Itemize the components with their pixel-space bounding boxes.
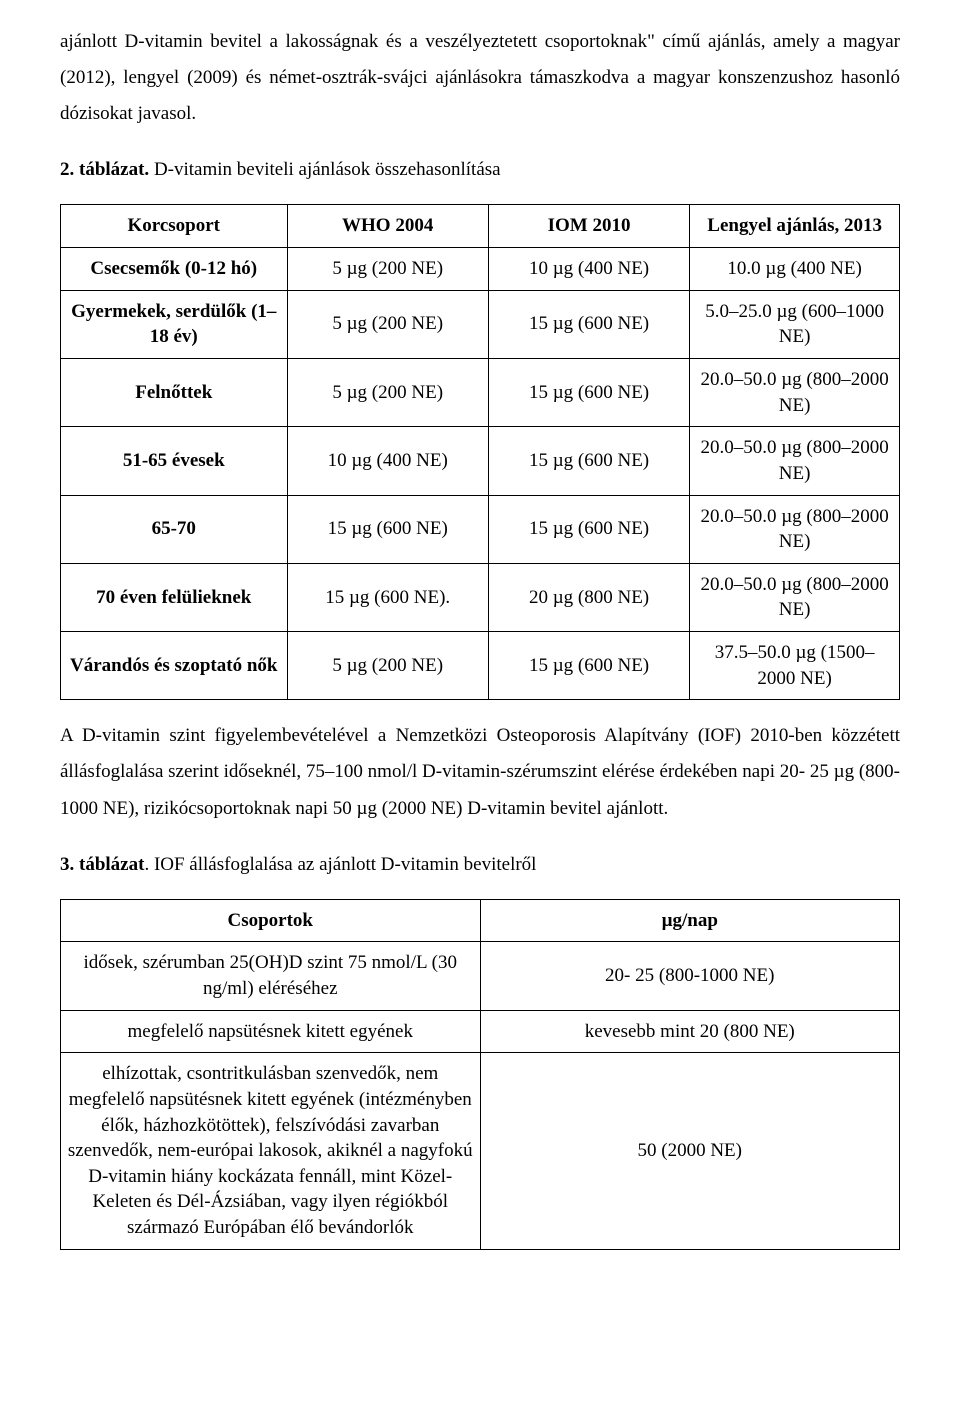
table2-cell: 20 µg (800 NE) xyxy=(488,563,689,631)
table2-cell: 15 µg (600 NE) xyxy=(488,632,689,700)
table2-cell: 10 µg (400 NE) xyxy=(488,248,689,291)
table3-cell: elhízottak, csontritkulásban szenvedők, … xyxy=(61,1053,481,1249)
table2-row: Csecsemők (0-12 hó)5 µg (200 NE)10 µg (4… xyxy=(61,248,900,291)
table2-cell: 5 µg (200 NE) xyxy=(287,290,488,358)
table2-cell: 5 µg (200 NE) xyxy=(287,632,488,700)
table2-row: Várandós és szoptató nők5 µg (200 NE)15 … xyxy=(61,632,900,700)
table2-cell: 15 µg (600 NE) xyxy=(488,427,689,495)
table2-row: Gyermekek, serdülők (1–18 év)5 µg (200 N… xyxy=(61,290,900,358)
table3-head-1: µg/nap xyxy=(480,899,900,942)
table2-cell: 20.0–50.0 µg (800–2000 NE) xyxy=(690,358,900,426)
table3-body: idősek, szérumban 25(OH)D szint 75 nmol/… xyxy=(61,942,900,1249)
table2-cell: 10 µg (400 NE) xyxy=(287,427,488,495)
table2-rowhead: Csecsemők (0-12 hó) xyxy=(61,248,288,291)
table2-cell: 5 µg (200 NE) xyxy=(287,248,488,291)
table3-cell: 50 (2000 NE) xyxy=(480,1053,900,1249)
table2-rowhead: 70 éven felülieknek xyxy=(61,563,288,631)
table2-head-0: Korcsoport xyxy=(61,205,288,248)
table-iof-position: Csoportok µg/nap idősek, szérumban 25(OH… xyxy=(60,899,900,1250)
table3-cell: idősek, szérumban 25(OH)D szint 75 nmol/… xyxy=(61,942,481,1010)
table2-body: Csecsemők (0-12 hó)5 µg (200 NE)10 µg (4… xyxy=(61,248,900,700)
table2-head-3: Lengyel ajánlás, 2013 xyxy=(690,205,900,248)
table2-cell: 15 µg (600 NE) xyxy=(287,495,488,563)
table3-head-0: Csoportok xyxy=(61,899,481,942)
table2-rowhead: Várandós és szoptató nők xyxy=(61,632,288,700)
table3-cell: kevesebb mint 20 (800 NE) xyxy=(480,1010,900,1053)
table2-caption: 2. táblázat. D-vitamin beviteli ajánláso… xyxy=(60,152,900,188)
table2-cell: 10.0 µg (400 NE) xyxy=(690,248,900,291)
table2-cell: 15 µg (600 NE). xyxy=(287,563,488,631)
table2-rowhead: 65-70 xyxy=(61,495,288,563)
table3-row: elhízottak, csontritkulásban szenvedők, … xyxy=(61,1053,900,1249)
table2-cell: 5.0–25.0 µg (600–1000 NE) xyxy=(690,290,900,358)
table2-cell: 20.0–50.0 µg (800–2000 NE) xyxy=(690,563,900,631)
table2-caption-label: 2. táblázat. xyxy=(60,159,149,180)
table2-caption-text: D-vitamin beviteli ajánlások összehasonl… xyxy=(149,159,500,180)
table3-header-row: Csoportok µg/nap xyxy=(61,899,900,942)
table3-caption-text: . IOF állásfoglalása az ajánlott D-vitam… xyxy=(144,854,536,875)
table2-head-2: IOM 2010 xyxy=(488,205,689,248)
table2-rowhead: Felnőttek xyxy=(61,358,288,426)
table2-row: 51-65 évesek10 µg (400 NE)15 µg (600 NE)… xyxy=(61,427,900,495)
table2-cell: 5 µg (200 NE) xyxy=(287,358,488,426)
table2-rowhead: 51-65 évesek xyxy=(61,427,288,495)
table2-cell: 15 µg (600 NE) xyxy=(488,495,689,563)
table2-row: 70 éven felülieknek15 µg (600 NE).20 µg … xyxy=(61,563,900,631)
paragraph-iof: A D-vitamin szint figyelembevételével a … xyxy=(60,718,900,826)
page: ajánlott D-vitamin bevitel a lakosságnak… xyxy=(0,0,960,1298)
paragraph-intro: ajánlott D-vitamin bevitel a lakosságnak… xyxy=(60,24,900,132)
table3-row: megfelelő napsütésnek kitett egyénekkeve… xyxy=(61,1010,900,1053)
table2-cell: 20.0–50.0 µg (800–2000 NE) xyxy=(690,495,900,563)
table2-cell: 15 µg (600 NE) xyxy=(488,358,689,426)
table3-cell: 20- 25 (800-1000 NE) xyxy=(480,942,900,1010)
table2-cell: 37.5–50.0 µg (1500–2000 NE) xyxy=(690,632,900,700)
table2-header-row: Korcsoport WHO 2004 IOM 2010 Lengyel ajá… xyxy=(61,205,900,248)
table2-cell: 20.0–50.0 µg (800–2000 NE) xyxy=(690,427,900,495)
table3-row: idősek, szérumban 25(OH)D szint 75 nmol/… xyxy=(61,942,900,1010)
table2-cell: 15 µg (600 NE) xyxy=(488,290,689,358)
table2-row: 65-7015 µg (600 NE)15 µg (600 NE)20.0–50… xyxy=(61,495,900,563)
table3-caption: 3. táblázat. IOF állásfoglalása az ajánl… xyxy=(60,847,900,883)
table2-head-1: WHO 2004 xyxy=(287,205,488,248)
table-vitamin-d-recommendations: Korcsoport WHO 2004 IOM 2010 Lengyel ajá… xyxy=(60,204,900,700)
table2-row: Felnőttek5 µg (200 NE)15 µg (600 NE)20.0… xyxy=(61,358,900,426)
table2-rowhead: Gyermekek, serdülők (1–18 év) xyxy=(61,290,288,358)
table3-cell: megfelelő napsütésnek kitett egyének xyxy=(61,1010,481,1053)
table3-caption-label: 3. táblázat xyxy=(60,854,144,875)
